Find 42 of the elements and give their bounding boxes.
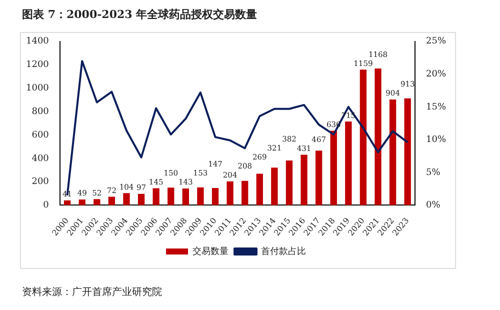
bar — [226, 181, 234, 206]
bar — [300, 154, 308, 206]
y-tick-label: 1400 — [26, 36, 50, 47]
bar — [138, 194, 145, 206]
bar — [404, 98, 411, 206]
y2-tick-label: 10% — [426, 135, 446, 146]
bar — [345, 122, 352, 206]
y-tick-label: 0 — [43, 200, 50, 211]
bar — [182, 188, 189, 206]
bar — [123, 193, 130, 206]
y2-tick-label: 20% — [426, 70, 446, 80]
bar — [271, 168, 278, 206]
y-tick-label: 1000 — [26, 84, 50, 94]
bar — [330, 130, 337, 206]
y2-tick-label: 0% — [426, 200, 441, 211]
y-tick-label: 400 — [32, 154, 50, 164]
y2-tick-label: 15% — [426, 102, 446, 112]
legend-label: 首付款占比 — [261, 246, 306, 257]
y-tick-label: 800 — [32, 106, 50, 117]
bar — [94, 199, 100, 206]
y2-tick-label: 25% — [426, 36, 446, 47]
y-tick-label: 1200 — [26, 60, 50, 70]
bar — [374, 68, 382, 206]
text: 资料来源：广开首席产业研究院 — [22, 286, 162, 299]
legend-label: 交易数量 — [192, 246, 228, 257]
bar — [256, 174, 263, 206]
bar — [360, 70, 367, 206]
chart-title: 图表 7：2000-2023 年全球药品授权交易数量 — [22, 7, 258, 22]
y-tick-label: 600 — [32, 130, 50, 140]
bar — [152, 188, 160, 206]
bar — [64, 200, 71, 206]
bar — [78, 200, 86, 206]
bar — [242, 180, 248, 206]
bar — [389, 99, 396, 206]
bar — [315, 150, 322, 206]
y2-tick-label: 5% — [426, 168, 441, 178]
y-tick-label: 200 — [32, 177, 50, 188]
bar — [168, 188, 174, 206]
bar — [286, 160, 293, 206]
bar — [197, 187, 204, 206]
bar — [212, 188, 219, 206]
bar — [108, 196, 116, 206]
